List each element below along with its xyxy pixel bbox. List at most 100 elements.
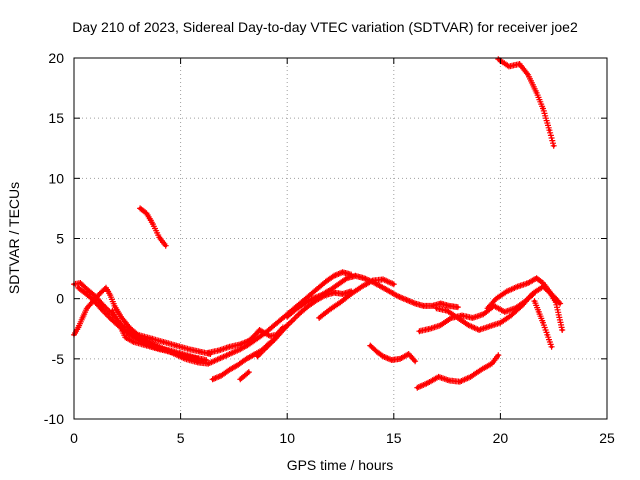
data-point bbox=[298, 311, 302, 315]
data-point bbox=[328, 288, 332, 292]
data-point bbox=[247, 339, 251, 343]
data-point bbox=[503, 310, 507, 314]
y-tick-label: 0 bbox=[56, 291, 64, 307]
data-point bbox=[262, 330, 266, 334]
data-point bbox=[76, 325, 80, 330]
data-point bbox=[311, 297, 315, 301]
data-point bbox=[526, 73, 530, 77]
data-point bbox=[381, 277, 385, 281]
data-point bbox=[228, 345, 232, 349]
data-point bbox=[507, 64, 511, 68]
data-point bbox=[509, 313, 513, 318]
data-point bbox=[547, 128, 552, 132]
data-point bbox=[375, 350, 379, 354]
data-point bbox=[379, 285, 383, 289]
data-point bbox=[336, 282, 340, 286]
data-point bbox=[144, 211, 149, 215]
data-point bbox=[272, 338, 276, 342]
data-point bbox=[526, 281, 530, 285]
data-point bbox=[554, 300, 558, 304]
data-point bbox=[449, 316, 453, 320]
data-point bbox=[204, 358, 208, 362]
data-point bbox=[76, 286, 80, 290]
data-point bbox=[228, 352, 232, 356]
data-point bbox=[390, 358, 394, 362]
data-point bbox=[172, 351, 176, 355]
data-point bbox=[110, 309, 114, 313]
x-tick-label: 0 bbox=[70, 430, 78, 446]
data-point bbox=[560, 328, 564, 332]
data-point bbox=[458, 380, 462, 384]
data-point bbox=[206, 362, 210, 366]
data-point bbox=[417, 329, 421, 333]
data-point bbox=[112, 304, 117, 308]
y-axis-label: SDTVAR / TECUs bbox=[6, 182, 22, 294]
data-point bbox=[550, 345, 554, 349]
data-point bbox=[535, 276, 539, 280]
data-point bbox=[492, 304, 496, 308]
data-point bbox=[466, 323, 470, 327]
data-point bbox=[515, 285, 520, 289]
data-point bbox=[238, 342, 242, 346]
x-tick-label: 25 bbox=[599, 430, 615, 446]
data-point bbox=[255, 336, 259, 340]
data-point bbox=[317, 316, 321, 320]
data-point bbox=[83, 291, 87, 295]
series-track-13 bbox=[414, 352, 502, 391]
data-point bbox=[520, 304, 524, 308]
data-point bbox=[315, 287, 319, 291]
data-point bbox=[247, 370, 251, 374]
data-point bbox=[98, 292, 102, 296]
data-point bbox=[174, 344, 178, 348]
data-point bbox=[149, 336, 153, 340]
data-point bbox=[405, 298, 409, 302]
series-track-10 bbox=[316, 276, 397, 321]
data-point bbox=[370, 279, 375, 283]
data-point bbox=[362, 276, 366, 280]
data-point bbox=[428, 327, 432, 331]
data-point bbox=[471, 316, 475, 320]
data-point bbox=[541, 106, 545, 111]
data-point bbox=[196, 360, 200, 364]
x-tick-label: 10 bbox=[279, 430, 295, 446]
data-point bbox=[552, 144, 556, 148]
data-point bbox=[289, 319, 294, 324]
chart-title: Day 210 of 2023, Sidereal Day-to-day VTE… bbox=[72, 19, 578, 35]
data-point bbox=[211, 377, 215, 381]
data-point bbox=[498, 321, 502, 325]
data-point bbox=[117, 321, 121, 325]
data-point bbox=[398, 357, 402, 361]
data-point bbox=[187, 347, 191, 351]
axis-ticks: 0 5 10 15 20 25 -10 -5 0 5 10 15 20 bbox=[44, 50, 615, 446]
data-point bbox=[422, 304, 426, 308]
x-tick-label: 20 bbox=[493, 430, 509, 446]
data-point bbox=[245, 357, 249, 361]
data-point bbox=[285, 315, 289, 319]
data-point bbox=[392, 282, 396, 286]
data-point bbox=[324, 280, 328, 284]
series-track-9 bbox=[284, 272, 461, 320]
data-point bbox=[136, 333, 140, 337]
data-point bbox=[253, 333, 257, 337]
data-point bbox=[537, 310, 541, 314]
data-point bbox=[532, 299, 537, 303]
y-tick-label: -5 bbox=[52, 351, 65, 367]
data-point bbox=[439, 301, 443, 306]
data-point bbox=[108, 293, 112, 297]
data-point bbox=[78, 281, 82, 285]
data-point bbox=[530, 292, 535, 296]
series-track-8 bbox=[254, 288, 355, 360]
data-point bbox=[360, 285, 364, 289]
data-point bbox=[541, 321, 545, 325]
data-point bbox=[496, 353, 500, 357]
data-point bbox=[490, 362, 494, 366]
data-point bbox=[157, 347, 161, 351]
series-track-5 bbox=[205, 324, 286, 356]
series-track-17 bbox=[531, 298, 555, 350]
data-point bbox=[338, 300, 343, 304]
data-point bbox=[228, 368, 232, 372]
series-track-7 bbox=[237, 369, 252, 383]
data-point bbox=[535, 91, 539, 95]
